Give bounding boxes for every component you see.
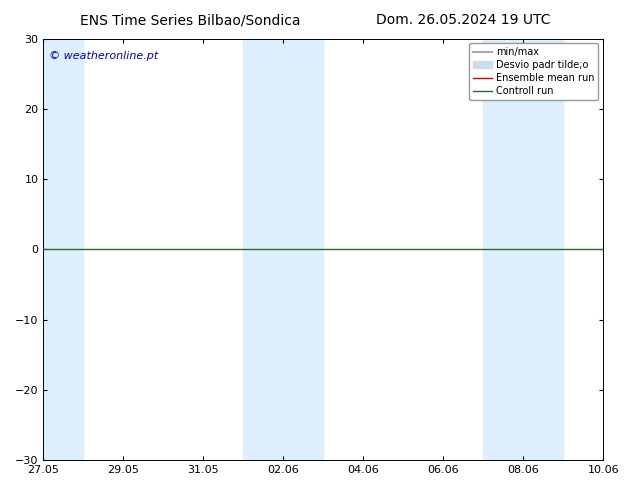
Text: Dom. 26.05.2024 19 UTC: Dom. 26.05.2024 19 UTC (375, 13, 550, 27)
Bar (483, 39, 563, 460)
Legend: min/max, Desvio padr tilde;o, Ensemble mean run, Controll run: min/max, Desvio padr tilde;o, Ensemble m… (469, 44, 598, 100)
Bar (243, 39, 323, 460)
Text: ENS Time Series Bilbao/Sondica: ENS Time Series Bilbao/Sondica (80, 13, 301, 27)
Text: © weatheronline.pt: © weatheronline.pt (49, 51, 158, 61)
Bar (43, 39, 83, 460)
